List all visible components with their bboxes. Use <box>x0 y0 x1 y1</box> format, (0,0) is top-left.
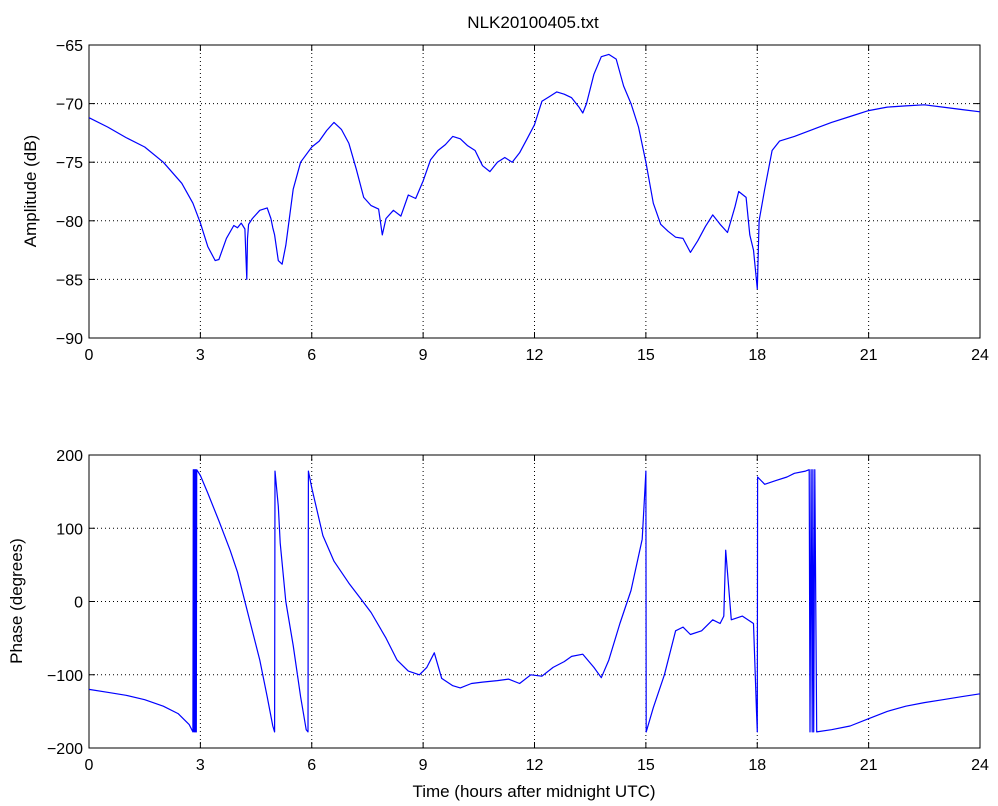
amplitude-panel: 0 3 6 9 12 15 18 21 24 −90 −85 −80 −75 −70 −65 Amplit… <box>21 38 989 364</box>
phase-x-tick-label: 9 <box>419 757 428 774</box>
phase-series-line <box>88 469 981 733</box>
amplitude-y-tick-labels: −90 −85 −80 −75 −70 −65 <box>56 38 83 348</box>
phase-y-tick-label: −100 <box>47 668 83 685</box>
amplitude-ticks <box>88 44 981 339</box>
amplitude-x-tick-label: 24 <box>971 347 989 364</box>
figure-title: NLK20100405.txt <box>467 13 599 32</box>
phase-x-axis-label: Time (hours after midnight UTC) <box>412 782 655 801</box>
phase-x-tick-label: 12 <box>526 757 544 774</box>
phase-y-tick-label: 200 <box>56 448 83 465</box>
phase-x-tick-label: 6 <box>307 757 316 774</box>
phase-ticks <box>88 454 981 749</box>
phase-x-tick-label: 18 <box>748 757 766 774</box>
amplitude-x-tick-label: 0 <box>85 347 94 364</box>
phase-x-tick-label: 3 <box>196 757 205 774</box>
phase-y-tick-label: −200 <box>47 741 83 758</box>
amplitude-y-tick-label: −80 <box>56 214 83 231</box>
amplitude-x-tick-label: 3 <box>196 347 205 364</box>
amplitude-y-tick-label: −70 <box>56 97 83 114</box>
phase-y-axis-label: Phase (degrees) <box>7 538 26 664</box>
phase-y-tick-label: 100 <box>56 521 83 538</box>
phase-x-tick-label: 24 <box>971 757 989 774</box>
phase-y-tick-label: 0 <box>74 595 83 612</box>
amplitude-x-tick-labels: 0 3 6 9 12 15 18 21 24 <box>85 347 989 364</box>
amplitude-x-tick-label: 21 <box>860 347 878 364</box>
amplitude-x-tick-label: 9 <box>419 347 428 364</box>
amplitude-y-tick-label: −85 <box>56 272 83 289</box>
phase-x-tick-labels: 0 3 6 9 12 15 18 21 24 <box>85 757 989 774</box>
phase-x-tick-label: 15 <box>637 757 655 774</box>
amplitude-x-tick-label: 12 <box>526 347 544 364</box>
amplitude-x-tick-label: 18 <box>748 347 766 364</box>
amplitude-y-axis-label: Amplitude (dB) <box>21 135 40 247</box>
phase-panel: 0 3 6 9 12 15 18 21 24 −200 −100 0 100 200 Phase (de… <box>7 448 989 801</box>
amplitude-x-tick-label: 15 <box>637 347 655 364</box>
phase-y-tick-labels: −200 −100 0 100 200 <box>47 448 83 758</box>
phase-x-tick-label: 0 <box>85 757 94 774</box>
amplitude-y-tick-label: −75 <box>56 155 83 172</box>
amplitude-x-tick-label: 6 <box>307 347 316 364</box>
amplitude-y-tick-label: −90 <box>56 331 83 348</box>
phase-x-tick-label: 21 <box>860 757 878 774</box>
amplitude-y-tick-label: −65 <box>56 38 83 55</box>
amplitude-series-line <box>88 53 981 290</box>
